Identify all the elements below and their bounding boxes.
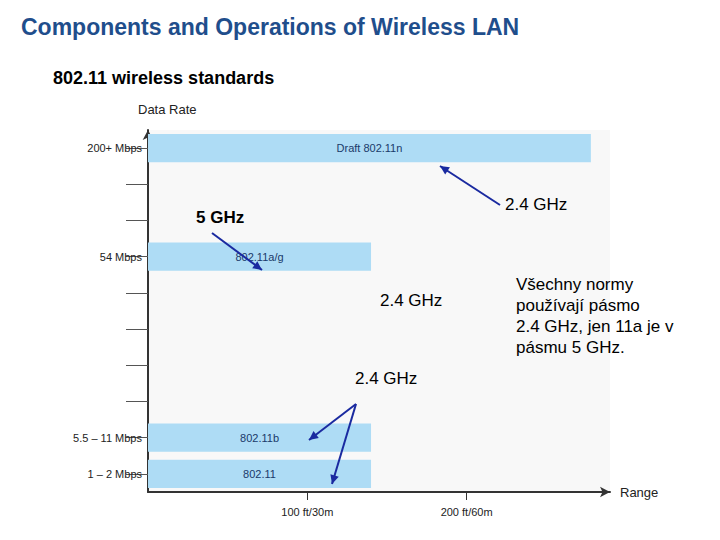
svg-text:Všechny normy: Všechny normy: [516, 275, 638, 294]
svg-text:Draft 802.11n: Draft 802.11n: [337, 142, 403, 154]
svg-text:802.11: 802.11: [243, 468, 276, 480]
svg-text:54 Mbps: 54 Mbps: [100, 251, 143, 263]
svg-text:5.5 – 11 Mbps: 5.5 – 11 Mbps: [73, 432, 142, 444]
svg-text:2.4 GHz: 2.4 GHz: [380, 291, 442, 310]
svg-text:1 – 2 Mbps: 1 – 2 Mbps: [88, 468, 143, 480]
svg-text:Components and Operations of W: Components and Operations of Wireless LA…: [21, 14, 519, 40]
svg-text:802.11 wireless standards: 802.11 wireless standards: [53, 68, 274, 88]
svg-text:2.4 GHz: 2.4 GHz: [355, 369, 417, 388]
svg-text:používají pásmo: používají pásmo: [516, 296, 645, 315]
svg-text:200 ft/60m: 200 ft/60m: [441, 506, 493, 518]
svg-text:5 GHz: 5 GHz: [196, 208, 244, 227]
svg-text:2.4 GHz, jen 11a je v: 2.4 GHz, jen 11a je v: [516, 317, 678, 336]
svg-text:100 ft/30m: 100 ft/30m: [281, 506, 333, 518]
svg-text:802.11b: 802.11b: [240, 432, 279, 444]
svg-text:200+ Mbps: 200+ Mbps: [87, 142, 142, 154]
svg-text:802.11a/g: 802.11a/g: [235, 250, 284, 263]
svg-text:Range: Range: [620, 485, 658, 500]
svg-text:pásmu 5 GHz.: pásmu 5 GHz.: [516, 338, 625, 357]
svg-text:2.4 GHz: 2.4 GHz: [505, 195, 567, 214]
svg-text:Data Rate: Data Rate: [138, 102, 197, 117]
